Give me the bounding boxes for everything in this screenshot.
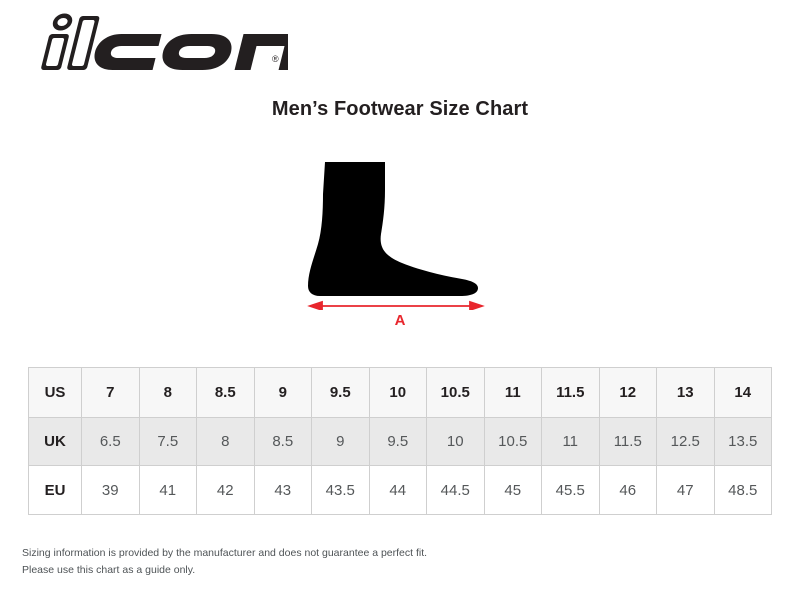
cell-eu-2: 42 bbox=[196, 465, 255, 515]
cell-uk-1: 7.5 bbox=[138, 417, 197, 466]
cell-uk-0: 6.5 bbox=[81, 417, 140, 466]
cell-eu-0: 39 bbox=[81, 465, 140, 515]
cell-eu-7: 45 bbox=[483, 465, 542, 515]
disclaimer-note: Sizing information is provided by the ma… bbox=[22, 545, 542, 579]
cell-eu-10: 47 bbox=[656, 465, 715, 515]
cell-us-6: 10.5 bbox=[426, 367, 485, 418]
cell-us-5: 10 bbox=[368, 367, 427, 418]
cell-uk-10: 12.5 bbox=[656, 417, 715, 466]
row-label-eu: EU bbox=[28, 465, 82, 515]
size-chart-table: US 7 8 8.5 9 9.5 10 10.5 11 11.5 12 13 1… bbox=[28, 367, 772, 515]
cell-us-9: 12 bbox=[598, 367, 657, 418]
cell-uk-9: 11.5 bbox=[598, 417, 657, 466]
cell-us-4: 9.5 bbox=[311, 367, 370, 418]
foot-measurement-diagram: A bbox=[290, 160, 510, 350]
cell-us-1: 8 bbox=[138, 367, 197, 418]
disclaimer-line-2: Please use this chart as a guide only. bbox=[22, 564, 196, 576]
cell-uk-8: 11 bbox=[541, 417, 600, 466]
cell-eu-4: 43.5 bbox=[311, 465, 370, 515]
cell-eu-1: 41 bbox=[138, 465, 197, 515]
table-row-eu: EU 39 41 42 43 43.5 44 44.5 45 45.5 46 4… bbox=[28, 465, 772, 515]
cell-us-7: 11 bbox=[483, 367, 542, 418]
measurement-arrow-icon bbox=[307, 300, 485, 310]
cell-uk-4: 9 bbox=[311, 417, 370, 466]
registered-trademark-icon: ® bbox=[272, 54, 279, 64]
cell-uk-7: 10.5 bbox=[483, 417, 542, 466]
cell-us-11: 14 bbox=[713, 367, 772, 418]
cell-us-3: 9 bbox=[253, 367, 312, 418]
cell-us-8: 11.5 bbox=[541, 367, 600, 418]
cell-uk-3: 8.5 bbox=[253, 417, 312, 466]
cell-us-10: 13 bbox=[656, 367, 715, 418]
cell-uk-5: 9.5 bbox=[368, 417, 427, 466]
table-row-uk: UK 6.5 7.5 8 8.5 9 9.5 10 10.5 11 11.5 1… bbox=[28, 417, 772, 466]
row-label-uk: UK bbox=[28, 417, 82, 466]
cell-eu-9: 46 bbox=[598, 465, 657, 515]
cell-eu-11: 48.5 bbox=[713, 465, 772, 515]
dimension-label-a: A bbox=[394, 312, 406, 329]
cell-us-0: 7 bbox=[81, 367, 140, 418]
cell-uk-6: 10 bbox=[426, 417, 485, 466]
row-label-us: US bbox=[28, 367, 82, 418]
cell-eu-8: 45.5 bbox=[541, 465, 600, 515]
cell-eu-5: 44 bbox=[368, 465, 427, 515]
cell-eu-3: 43 bbox=[253, 465, 312, 515]
cell-uk-2: 8 bbox=[196, 417, 255, 466]
table-row-us: US 7 8 8.5 9 9.5 10 10.5 11 11.5 12 13 1… bbox=[28, 367, 772, 418]
cell-us-2: 8.5 bbox=[196, 367, 255, 418]
brand-logo: ® bbox=[18, 8, 288, 70]
foot-silhouette-icon bbox=[308, 162, 478, 296]
page-title: Men’s Footwear Size Chart bbox=[271, 98, 529, 120]
disclaimer-line-1: Sizing information is provided by the ma… bbox=[22, 547, 428, 559]
cell-uk-11: 13.5 bbox=[713, 417, 772, 466]
cell-eu-6: 44.5 bbox=[426, 465, 485, 515]
